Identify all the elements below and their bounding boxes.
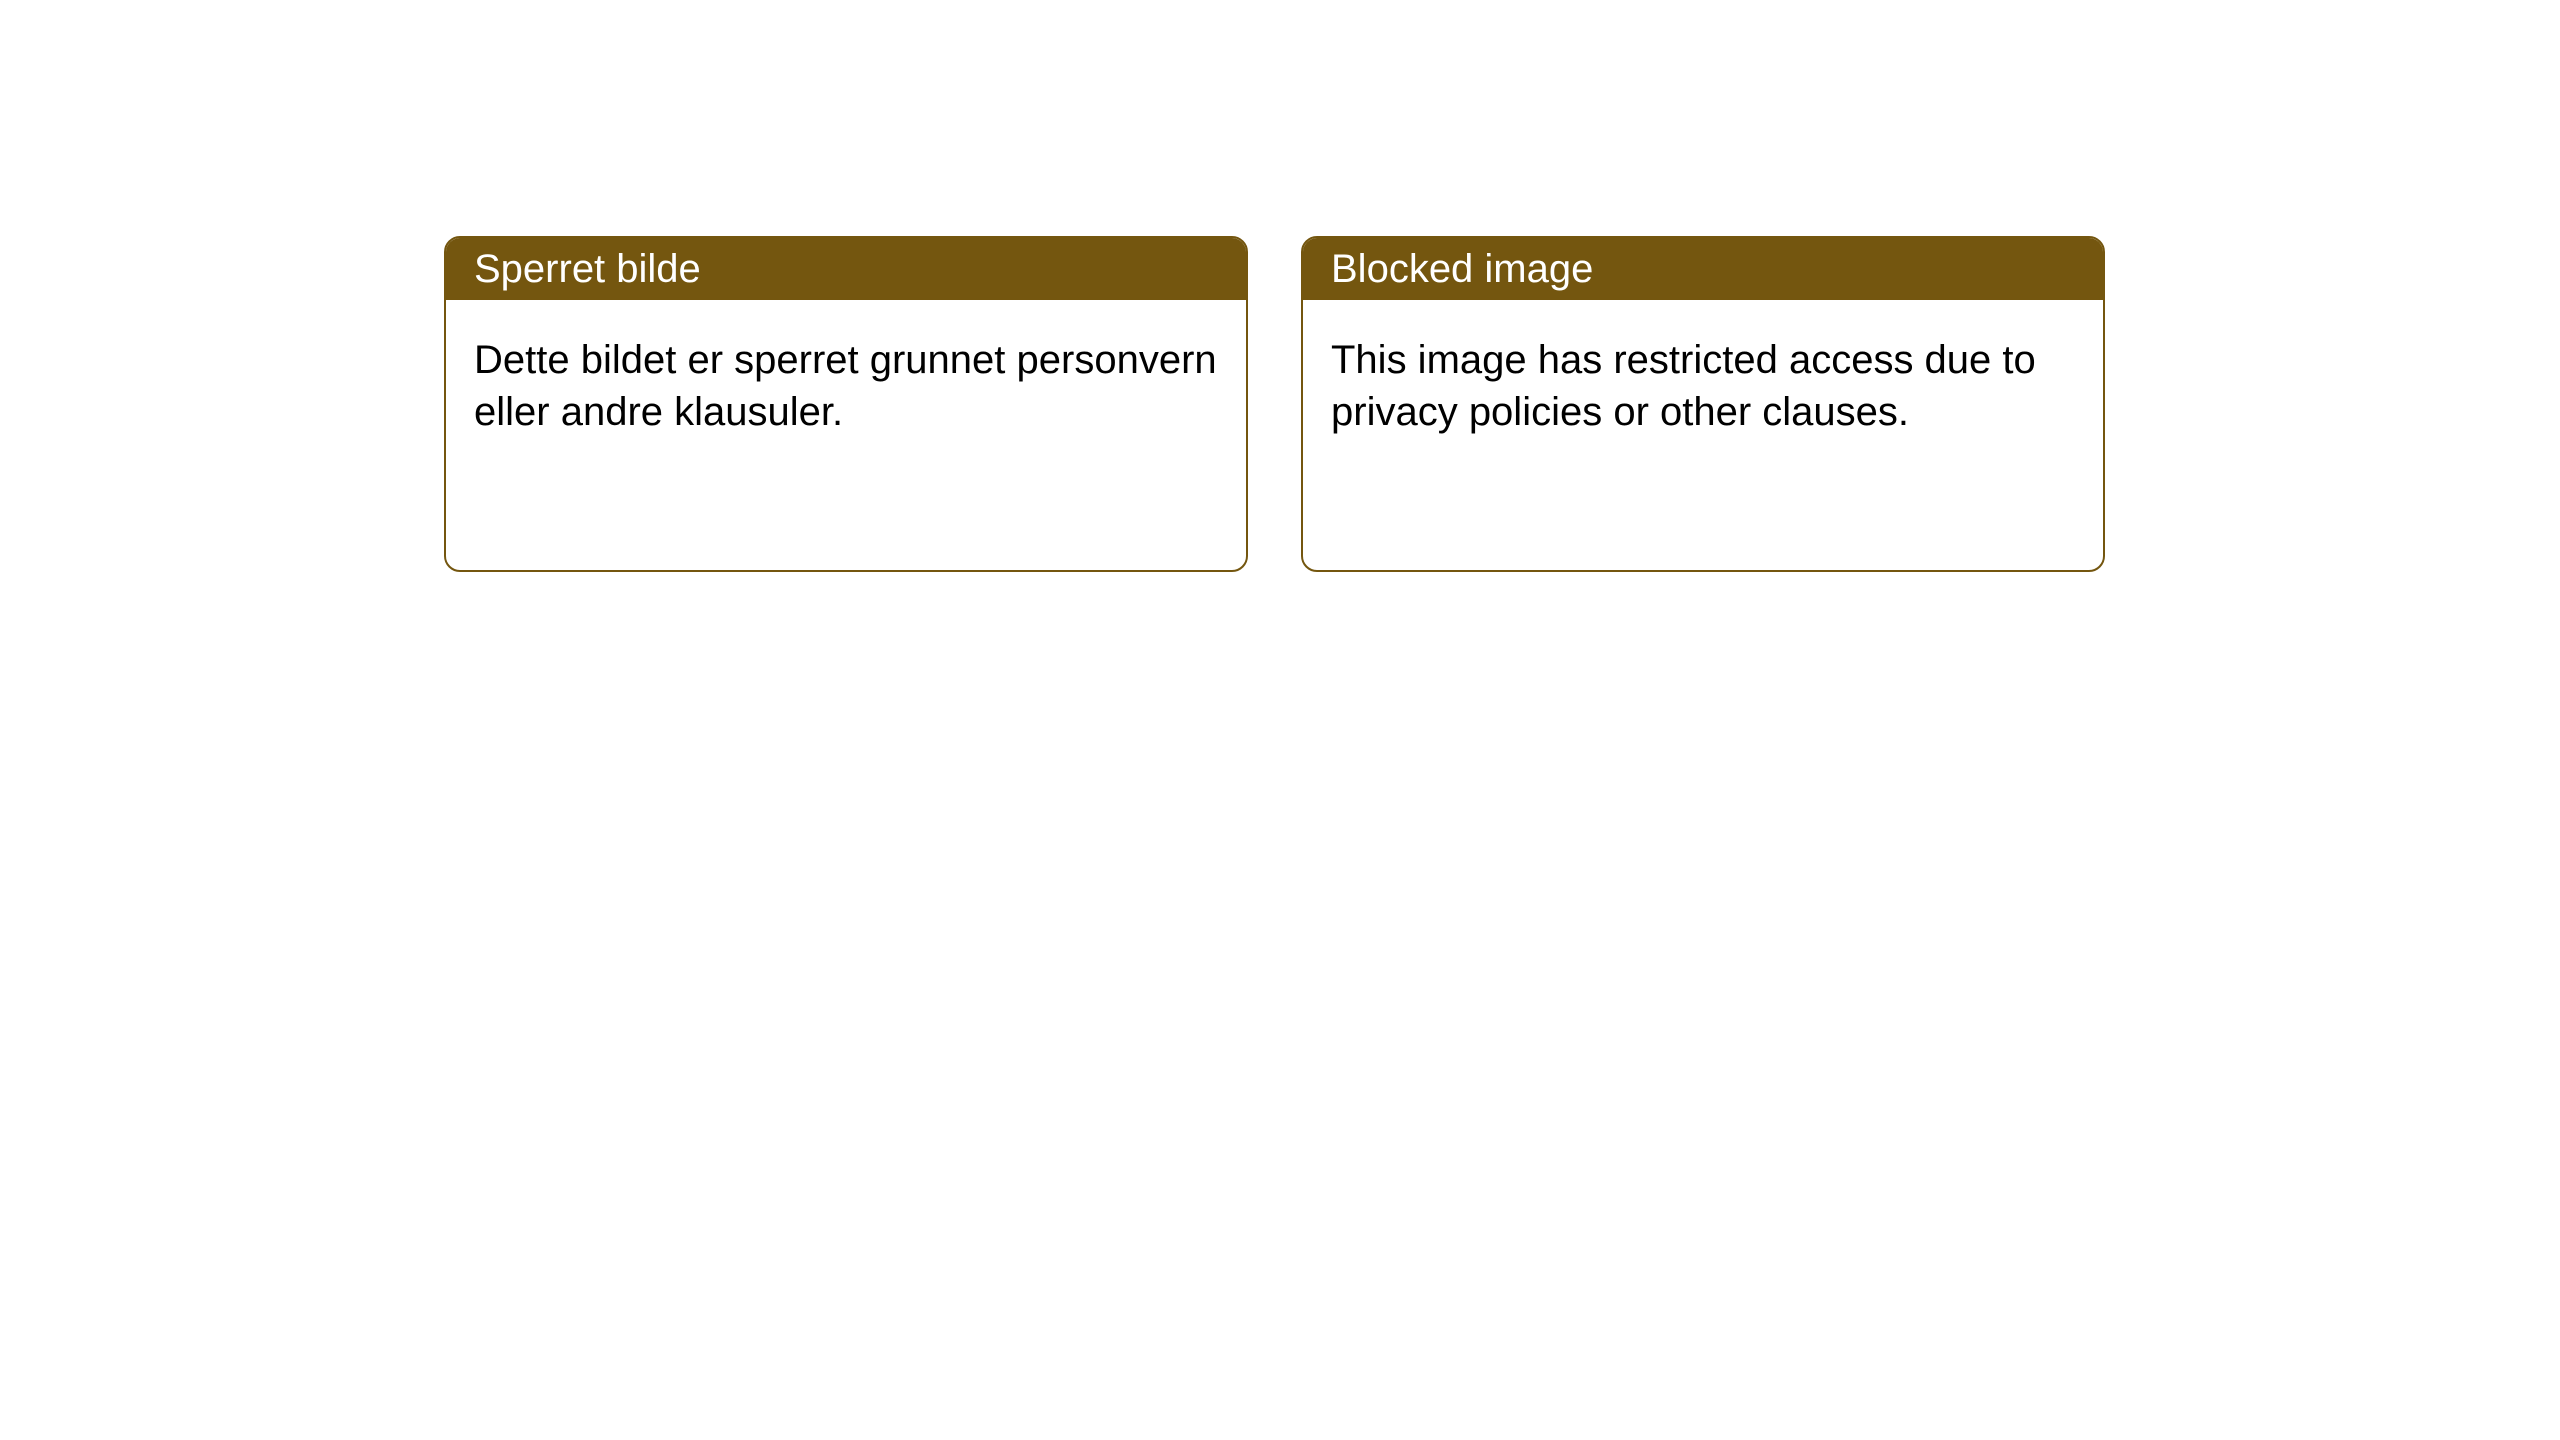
card-header: Blocked image	[1303, 238, 2103, 300]
card-body: Dette bildet er sperret grunnet personve…	[446, 300, 1246, 472]
card-body-text: This image has restricted access due to …	[1331, 338, 2036, 434]
card-body-text: Dette bildet er sperret grunnet personve…	[474, 338, 1217, 434]
notice-card-norwegian: Sperret bilde Dette bildet er sperret gr…	[444, 236, 1248, 572]
notice-container: Sperret bilde Dette bildet er sperret gr…	[0, 0, 2560, 572]
card-title: Sperret bilde	[474, 247, 701, 292]
card-header: Sperret bilde	[446, 238, 1246, 300]
notice-card-english: Blocked image This image has restricted …	[1301, 236, 2105, 572]
card-body: This image has restricted access due to …	[1303, 300, 2103, 472]
card-title: Blocked image	[1331, 247, 1593, 292]
